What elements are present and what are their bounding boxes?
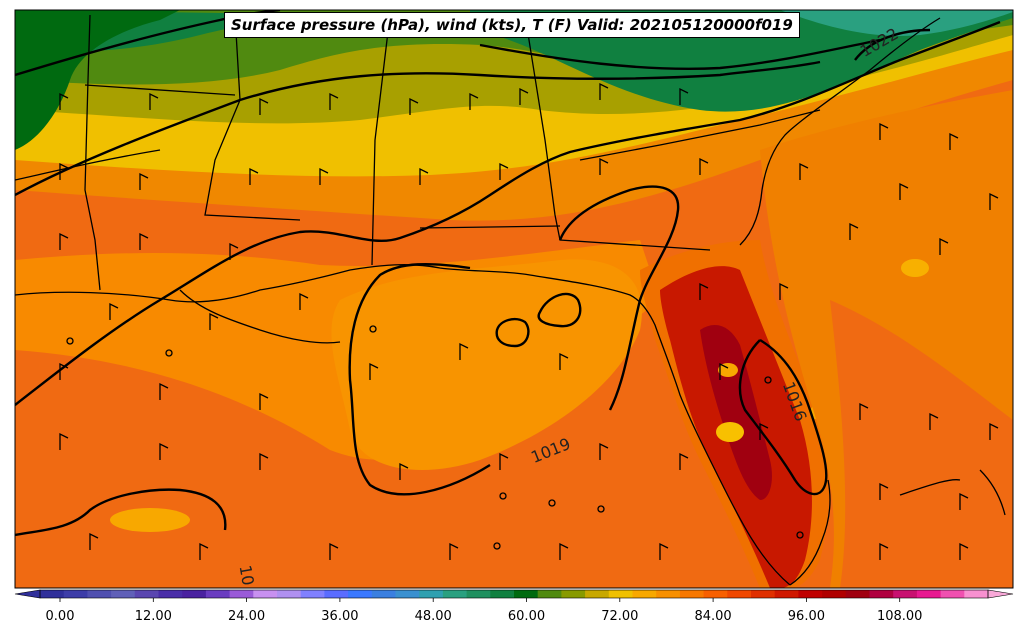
gulf-cool-spot-west <box>110 508 190 532</box>
colorbar-cell <box>40 590 65 598</box>
colorbar-tick-label: 84.00 <box>694 609 731 624</box>
colorbar-cell <box>514 590 539 598</box>
colorbar-cell <box>419 590 444 598</box>
colorbar-cell <box>134 590 159 598</box>
colorbar-cell <box>395 590 420 598</box>
colorbar-cell <box>822 590 847 598</box>
colorbar-tick-label: 48.00 <box>415 609 452 624</box>
colorbar-cell <box>632 590 657 598</box>
colorbar-cell <box>940 590 965 598</box>
colorbar-cell <box>277 590 302 598</box>
colorbar-cell <box>703 590 728 598</box>
colorbar-cell <box>158 590 183 598</box>
colorbar-cell <box>585 590 610 598</box>
wind-barbs <box>59 82 999 560</box>
colorbar-cell <box>442 590 468 598</box>
map-frame <box>14 9 1014 589</box>
colorbar-cell <box>466 590 491 598</box>
colorbar-cell <box>656 590 681 598</box>
colorbar-cell <box>537 590 562 598</box>
colorbar-cell <box>798 590 823 598</box>
colorbar-cell <box>561 590 586 598</box>
isobar-coast <box>15 20 1001 406</box>
colorbar-cell <box>182 590 207 598</box>
colorbar-cell <box>229 590 254 598</box>
colorbar-tick-label: 24.00 <box>228 609 265 624</box>
map-plot-area: 1019 1022 1016 10 <box>15 10 1013 588</box>
colorbar-tick-label: 0.00 <box>46 609 75 624</box>
colorbar-cell <box>348 590 373 598</box>
colorbar-cell <box>679 590 705 598</box>
colorbar-cell <box>253 590 278 598</box>
colorbar-cell <box>727 590 752 598</box>
colorbar-cell <box>608 590 633 598</box>
colorbar-extend-high <box>987 589 1014 599</box>
colorbar-cell <box>371 590 396 598</box>
colorbar-cell <box>324 590 349 598</box>
colorbar-cell <box>205 590 231 598</box>
colorbar-cell <box>964 590 989 598</box>
colorbar-cell <box>893 590 918 598</box>
colorbar-cell <box>490 590 515 598</box>
isobar-small-2 <box>495 318 530 348</box>
colorbar-cell <box>300 590 325 598</box>
map-title: Surface pressure (hPa), wind (kts), T (F… <box>224 12 800 38</box>
land-teal-patch <box>780 10 1013 36</box>
isobar-north-2 <box>15 60 821 197</box>
isobar-small-1 <box>537 292 582 328</box>
isobar-florida <box>738 338 828 496</box>
political-boundaries <box>15 14 1006 586</box>
florida-cool-spot-2 <box>718 363 738 377</box>
isobar-ne-corner <box>854 28 931 61</box>
colorbar-tick-label: 60.00 <box>508 609 545 624</box>
calm-wind-circles <box>66 325 804 550</box>
colorbar-tick-label: 96.00 <box>788 609 825 624</box>
land-deepgreen-patch <box>15 10 180 150</box>
colorbar-cell <box>845 590 870 598</box>
colorbar-cell <box>111 590 136 598</box>
colorbar: 0.00 12.00 24.00 36.00 48.00 60.00 72.00 84.00 9… <box>14 589 1014 624</box>
colorbar-extend-low <box>14 589 41 599</box>
colorbar-cell <box>87 590 112 598</box>
colorbar-tick-label: 36.00 <box>321 609 358 624</box>
isobar-loop-center <box>558 185 680 411</box>
colorbar-tick-label: 72.00 <box>601 609 638 624</box>
contour-label-10: 10 <box>236 564 258 587</box>
colorbar-cell <box>869 590 894 598</box>
colorbar-tick-label: 12.00 <box>135 609 172 624</box>
colorbar-cell <box>751 590 776 598</box>
isobar-south-west <box>15 488 227 537</box>
isobar-loop-west <box>348 262 491 496</box>
isobar-north-3 <box>479 38 881 70</box>
atlantic-cool-spot <box>901 259 929 277</box>
colorbar-tick-label: 108.00 <box>877 609 923 624</box>
colorbar-cell <box>774 590 799 598</box>
florida-cool-spot-1 <box>716 422 744 442</box>
atlantic-hot-band <box>830 300 1013 588</box>
colorbar-cell <box>63 590 88 598</box>
florida-peak-patch <box>700 325 772 500</box>
gulf-central-band <box>331 259 642 470</box>
colorbar-cell <box>916 590 942 598</box>
